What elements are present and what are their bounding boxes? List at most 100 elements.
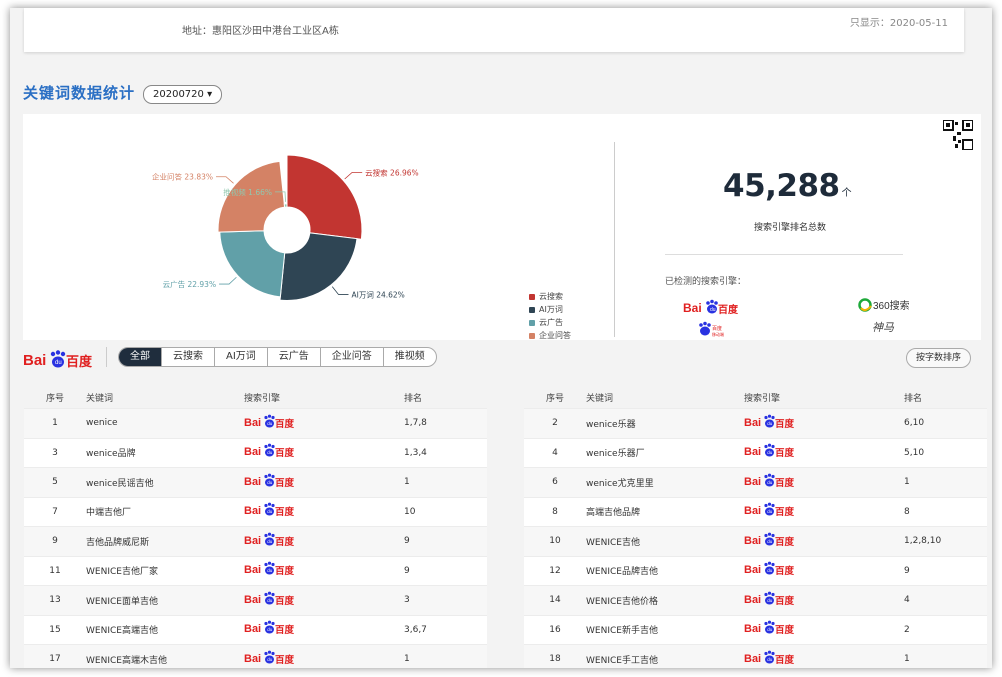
legend-item[interactable]: 企业问答 — [529, 329, 571, 342]
legend-label: 企业问答 — [539, 331, 571, 340]
sort-by-length-button[interactable]: 按字数排序 — [905, 348, 971, 368]
table-row: 17 WENICE高端木吉他 Bai du 百度 1 — [24, 645, 487, 668]
row-no: 1 — [52, 418, 58, 429]
svg-text:Bai: Bai — [244, 623, 261, 635]
svg-text:Bai: Bai — [244, 505, 261, 517]
svg-text:百度: 百度 — [775, 418, 795, 430]
legend-item[interactable]: AI万词 — [529, 303, 571, 316]
row-keyword: WENICE面单吉他 — [86, 596, 158, 607]
row-rank: 6,10 — [904, 418, 925, 429]
svg-text:百度: 百度 — [775, 536, 795, 548]
baidu-logo: Bai du 百度 — [744, 591, 795, 607]
svg-text:移动端: 移动端 — [712, 331, 724, 337]
table-row: 6 wenice尤克里里 Bai du 百度 1 — [524, 468, 987, 498]
col-keyword-header: 关键词 — [586, 393, 614, 404]
svg-text:Bai: Bai — [23, 352, 46, 369]
svg-text:du: du — [267, 568, 273, 573]
tab-ai-words[interactable]: AI万词 — [215, 348, 268, 366]
row-rank: 1 — [904, 477, 910, 488]
svg-text:du: du — [267, 450, 273, 455]
company-info-card: 地址：惠阳区沙田中港台工业区A栋 只显示：2020-05-11 — [24, 8, 964, 52]
svg-text:百度: 百度 — [718, 303, 739, 316]
chevron-down-icon: ▾ — [207, 89, 213, 100]
row-engine: Bai du 百度 — [744, 591, 904, 610]
svg-text:du: du — [267, 480, 273, 485]
svg-text:du: du — [767, 568, 773, 573]
row-engine: Bai du 百度 — [244, 591, 404, 610]
baidu-logo: Bai du 百度 — [244, 414, 295, 430]
row-keyword: wenice — [86, 418, 118, 429]
stats-divider — [665, 254, 903, 255]
row-engine: Bai du 百度 — [744, 414, 904, 433]
total-caption: 搜索引擎排名总数 — [754, 223, 827, 233]
svg-text:du: du — [767, 657, 773, 662]
row-keyword: WENICE吉他 — [586, 537, 640, 548]
svg-text:Bai: Bai — [744, 417, 761, 429]
svg-text:百度: 百度 — [775, 624, 795, 636]
row-no: 13 — [49, 595, 61, 606]
row-keyword: wenice品牌 — [86, 449, 136, 460]
company-address: 地址：惠阳区沙田中港台工业区A栋 — [182, 26, 339, 37]
pie-slice-3[interactable] — [217, 160, 286, 233]
svg-text:神马: 神马 — [872, 321, 895, 334]
table-row: 3 wenice品牌 Bai du 百度 1,3,4 — [24, 439, 487, 468]
row-no: 14 — [549, 595, 561, 606]
table-row: 13 WENICE面单吉他 Bai du 百度 3 — [24, 586, 487, 616]
svg-text:百度: 百度 — [275, 536, 295, 548]
svg-text:百度: 百度 — [66, 354, 93, 370]
tab-cloud-ads[interactable]: 云广告 — [268, 348, 321, 366]
svg-text:du: du — [767, 509, 773, 514]
svg-text:Bai: Bai — [244, 594, 261, 606]
table-row: 15 WENICE高端吉他 Bai du 百度 3,6,7 — [24, 616, 487, 645]
svg-text:百度: 百度 — [275, 477, 295, 489]
row-rank: 1,2,8,10 — [904, 536, 942, 547]
table-row: 9 吉他品牌威尼斯 Bai du 百度 9 — [24, 527, 487, 557]
pie-slice-0[interactable] — [286, 154, 363, 240]
baidu-logo: Bai du 百度 — [244, 443, 295, 459]
baidu-logo: Bai du 百度 — [244, 620, 295, 636]
category-tabs: 全部 云搜索 AI万词 云广告 企业问答 推视频 — [118, 347, 437, 367]
tab-push-video[interactable]: 推视频 — [394, 351, 425, 362]
svg-text:百度: 百度 — [275, 418, 295, 430]
svg-text:百度: 百度 — [275, 447, 295, 459]
shenma-logo: 神马 — [872, 321, 895, 334]
baidu-logo: Bai du 百度 — [744, 502, 795, 518]
svg-text:Bai: Bai — [683, 301, 702, 315]
svg-text:Bai: Bai — [744, 653, 761, 665]
legend-item[interactable]: 云广告 — [529, 316, 571, 329]
tab-enterprise-qa[interactable]: 企业问答 — [321, 348, 384, 366]
tab-cloud-search[interactable]: 云搜索 — [162, 348, 215, 366]
row-keyword: 吉他品牌威尼斯 — [86, 537, 150, 548]
top-right-info: 只显示：2020-05-11 — [849, 18, 948, 29]
row-no: 3 — [52, 447, 58, 458]
row-engine: Bai du 百度 — [744, 561, 904, 580]
svg-text:Bai: Bai — [744, 623, 761, 635]
tab-all[interactable]: 全部 — [119, 348, 162, 366]
pie-label-2: 云广告 22.93% — [163, 279, 216, 289]
filter-separator — [106, 347, 107, 367]
row-engine: Bai du 百度 — [244, 443, 404, 462]
baidu-logo: Bai du 百度 — [744, 473, 795, 489]
svg-text:Bai: Bai — [244, 446, 261, 458]
total-unit: 个 — [841, 188, 852, 199]
row-engine: Bai du 百度 — [744, 502, 904, 521]
row-keyword: wenice尤克里里 — [586, 478, 654, 489]
pie-slice-1[interactable] — [279, 232, 358, 301]
col-engine-header: 搜索引擎 — [244, 393, 281, 404]
baidu-brand-logo: Bai du 百度 — [23, 350, 93, 370]
legend-item[interactable]: 云搜索 — [529, 290, 571, 303]
qr-code-icon[interactable] — [943, 120, 973, 150]
total-count: 45,288 个 — [723, 168, 852, 204]
svg-text:du: du — [267, 657, 273, 662]
row-rank: 5,10 — [904, 447, 925, 458]
row-no: 4 — [552, 447, 558, 458]
pie-slice-2[interactable] — [219, 230, 286, 298]
date-selector[interactable]: 20200720 ▾ — [143, 85, 223, 104]
table-row: 18 WENICE手工吉他 Bai du 百度 1 — [524, 645, 987, 668]
svg-text:du: du — [267, 627, 273, 632]
svg-text:百度: 百度 — [275, 565, 295, 577]
row-rank: 1,7,8 — [404, 418, 427, 429]
row-rank: 3,6,7 — [404, 624, 427, 635]
pie-slice-4[interactable] — [283, 203, 288, 208]
row-engine: Bai du 百度 — [244, 532, 404, 551]
